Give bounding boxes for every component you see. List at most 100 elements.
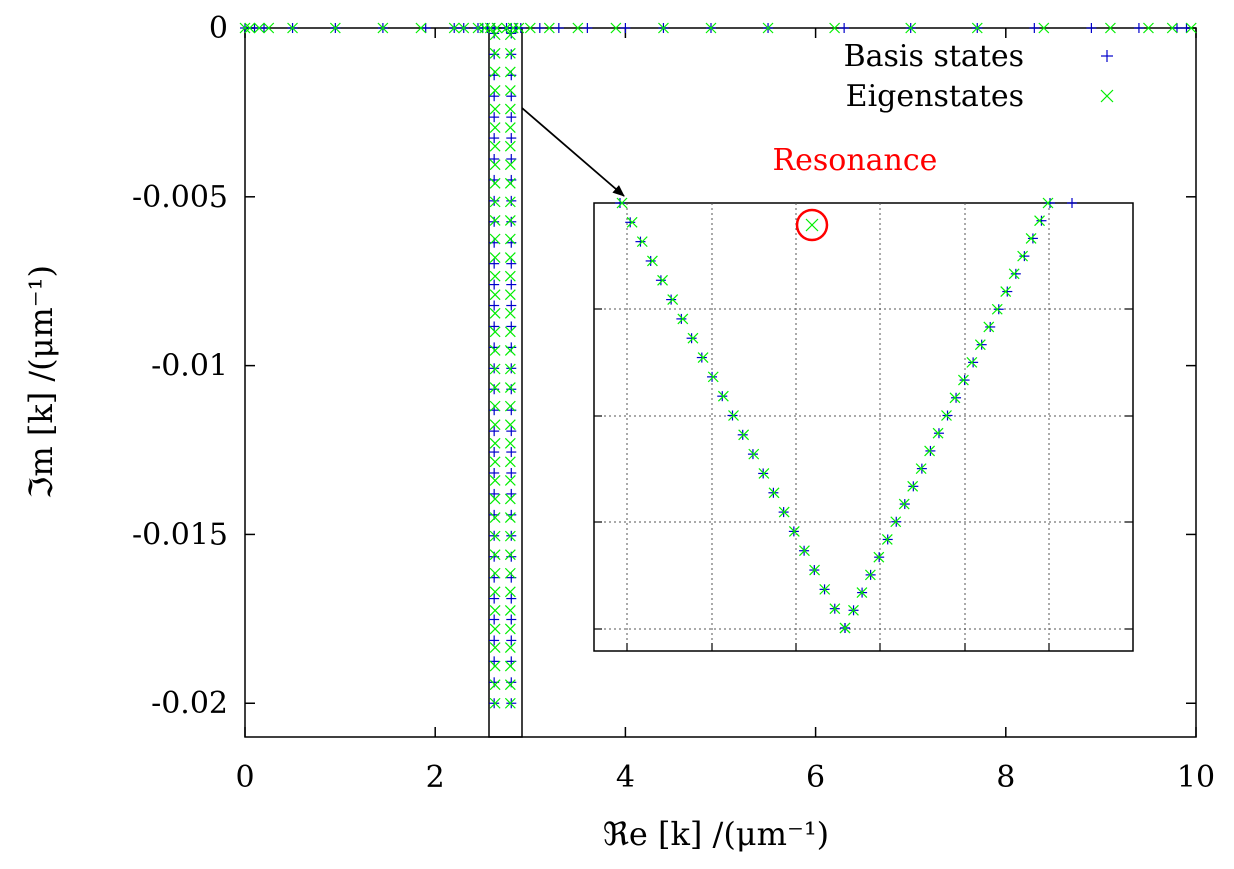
basis-state-point bbox=[506, 321, 517, 332]
eigenstate-point bbox=[489, 419, 501, 431]
eigenstate-point bbox=[504, 159, 516, 171]
inset-eigen-point bbox=[890, 516, 902, 528]
basis-state-point bbox=[489, 593, 500, 604]
basis-state-point bbox=[489, 91, 500, 102]
eigenstate-point bbox=[489, 122, 501, 134]
inset-eigen-point bbox=[966, 356, 978, 368]
inset-basis-point bbox=[976, 339, 987, 350]
inset-basis-point bbox=[615, 198, 625, 208]
inset-eigen-point bbox=[646, 255, 658, 267]
eigenstate-point bbox=[504, 586, 516, 598]
eigenstate-point bbox=[658, 22, 669, 34]
inset-basis-point bbox=[727, 410, 738, 421]
basis-state-point bbox=[489, 153, 500, 164]
eigenstate-point bbox=[504, 66, 516, 78]
x-tick-label: 10 bbox=[1177, 760, 1215, 795]
inset-eigen-point bbox=[819, 583, 831, 595]
basis-state-point bbox=[249, 23, 260, 33]
eigenstate-point bbox=[448, 22, 460, 34]
eigenstate-point bbox=[504, 493, 516, 505]
eigenstate-point bbox=[489, 159, 501, 171]
basis-state-point bbox=[489, 133, 500, 144]
eigenstate-point bbox=[504, 196, 516, 208]
zoom-arrow bbox=[521, 107, 625, 197]
inset-basis-point bbox=[686, 333, 697, 344]
eigenstate-point bbox=[1038, 22, 1050, 34]
basis-state-point bbox=[1086, 23, 1097, 33]
inset-eigen-point bbox=[799, 545, 810, 557]
basis-state-point bbox=[420, 23, 431, 33]
eigenstate-point bbox=[489, 140, 501, 152]
basis-state-point bbox=[1029, 23, 1040, 33]
inset-basis-point bbox=[666, 294, 677, 305]
x-axis-ticks: 0 2 4 6 8 10 bbox=[235, 28, 1215, 795]
eigenstate-point bbox=[504, 363, 516, 375]
inset-grid bbox=[594, 203, 1133, 651]
inset-eigen-point bbox=[991, 303, 1003, 315]
basis-state-point bbox=[506, 153, 517, 164]
y-axis-label: ℑm [k] /(μm⁻¹) bbox=[22, 265, 60, 499]
inset-basis-point bbox=[1019, 251, 1030, 262]
eigenstate-point bbox=[504, 345, 516, 356]
eigenstate-point bbox=[504, 456, 516, 468]
basis-state-point bbox=[506, 635, 517, 646]
y-tick-label: -0.005 bbox=[132, 180, 228, 215]
inset-eigen-point bbox=[626, 216, 638, 228]
inset-eigen-point bbox=[748, 448, 760, 460]
legend: Basis states Eigenstates bbox=[844, 39, 1114, 114]
eigenstate-point bbox=[263, 22, 275, 34]
basis-state-point bbox=[506, 593, 517, 604]
basis-state-point bbox=[506, 467, 517, 478]
inset-eigen-point bbox=[697, 352, 709, 363]
basis-state-point bbox=[839, 23, 850, 33]
basis-state-point bbox=[1181, 23, 1192, 33]
eigenstate-point bbox=[489, 270, 501, 282]
inset-eigen-point bbox=[974, 339, 986, 351]
eigenstate-point bbox=[504, 177, 516, 189]
inset-eigen-point bbox=[687, 332, 699, 344]
eigenstate-point bbox=[504, 289, 516, 301]
eigenstate-point bbox=[489, 345, 501, 356]
inset-eigen-point bbox=[677, 313, 689, 325]
eigenstate-point bbox=[489, 196, 501, 208]
eigenstate-point bbox=[489, 437, 501, 449]
inset-basis-point bbox=[993, 304, 1004, 315]
inset-basis-point bbox=[707, 371, 718, 382]
eigenstate-point bbox=[829, 22, 841, 34]
basis-state-point bbox=[489, 321, 500, 332]
inset-basis-point bbox=[933, 428, 944, 439]
eigenstate-point bbox=[415, 22, 427, 34]
plot-frame bbox=[244, 27, 1197, 738]
legend-marker-eigen bbox=[1100, 89, 1114, 103]
legend-marker-basis bbox=[1101, 50, 1113, 62]
basis-state-point bbox=[489, 279, 500, 290]
inset-basis-point bbox=[655, 275, 666, 286]
eigenstate-point bbox=[253, 22, 265, 34]
basis-state-point bbox=[515, 23, 526, 33]
x-axis-label: ℜе [k] /(μm⁻¹) bbox=[603, 815, 829, 853]
basis-state-point bbox=[1171, 23, 1182, 33]
inset-eigen-point bbox=[1042, 197, 1054, 209]
eigenstate-point bbox=[504, 29, 516, 41]
eigenstate-point bbox=[479, 22, 491, 34]
eigenstate-point bbox=[489, 29, 501, 41]
legend-plus-marker bbox=[1101, 50, 1113, 62]
eigenstate-point bbox=[504, 233, 516, 245]
inset-basis-point bbox=[959, 375, 970, 386]
inset-eigen-point bbox=[983, 321, 995, 333]
inset-data-points bbox=[615, 197, 1077, 634]
eigenstate-point bbox=[489, 660, 501, 672]
eigenstate-point bbox=[507, 22, 519, 34]
inset-basis-point bbox=[635, 236, 646, 247]
inset-basis-point bbox=[717, 391, 728, 402]
basis-state-point bbox=[506, 258, 517, 269]
y-tick-label: 0 bbox=[209, 11, 228, 46]
eigenstate-point bbox=[504, 697, 516, 709]
inset-eigen-point bbox=[616, 197, 628, 209]
eigenstate-point bbox=[504, 326, 516, 338]
inset-eigen-point bbox=[941, 410, 952, 421]
eigenstate-point bbox=[489, 85, 501, 96]
inset-eigen-point bbox=[881, 534, 893, 545]
inset-eigen-point bbox=[1025, 232, 1037, 244]
eigenstate-point bbox=[504, 400, 516, 412]
